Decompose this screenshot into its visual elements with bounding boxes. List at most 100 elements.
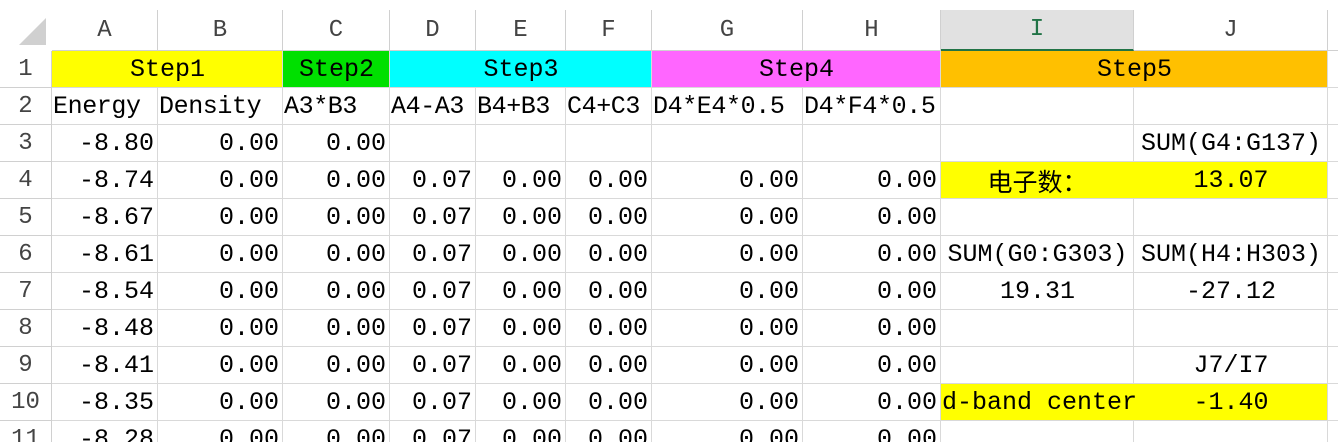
row-header[interactable]: 4: [0, 162, 52, 199]
cell[interactable]: 0.00: [587, 203, 648, 232]
cell[interactable]: 0.00: [325, 166, 386, 195]
cell[interactable]: 0.00: [218, 129, 279, 158]
cell[interactable]: 0.00: [501, 351, 562, 380]
cell[interactable]: 0.00: [325, 277, 386, 306]
cell[interactable]: 0.00: [876, 314, 937, 343]
cell[interactable]: 0.00: [876, 240, 937, 269]
cell[interactable]: 0.00: [325, 240, 386, 269]
cell[interactable]: D4*E4*0.5: [653, 92, 785, 121]
cell[interactable]: Step5: [1096, 55, 1172, 84]
cell[interactable]: 0.00: [218, 388, 279, 417]
row-header[interactable]: 2: [0, 88, 52, 125]
cell[interactable]: Energy: [53, 92, 141, 121]
cell[interactable]: 0.00: [876, 351, 937, 380]
cell[interactable]: 0.00: [876, 277, 937, 306]
cell[interactable]: 0.00: [501, 240, 562, 269]
cell[interactable]: 0.00: [501, 203, 562, 232]
cell[interactable]: 电子数：: [987, 169, 1088, 199]
cell[interactable]: 0.00: [501, 277, 562, 306]
column-header[interactable]: E: [476, 10, 566, 51]
column-header[interactable]: H: [803, 10, 941, 51]
cell[interactable]: 0.00: [501, 314, 562, 343]
cell[interactable]: 0.00: [738, 351, 799, 380]
cell[interactable]: -8.28: [78, 425, 154, 442]
cell[interactable]: 0.07: [411, 351, 472, 380]
cell[interactable]: 0.00: [325, 351, 386, 380]
cell[interactable]: 0.00: [738, 203, 799, 232]
cell[interactable]: 0.00: [738, 425, 799, 442]
cell[interactable]: 0.07: [411, 314, 472, 343]
row-header[interactable]: 11: [0, 421, 52, 442]
cell[interactable]: 0.00: [325, 314, 386, 343]
column-header[interactable]: D: [390, 10, 476, 51]
cell[interactable]: -8.54: [78, 277, 154, 306]
row-header[interactable]: 10: [0, 384, 52, 421]
row-header[interactable]: 9: [0, 347, 52, 384]
cell[interactable]: -27.12: [1185, 277, 1276, 306]
cell[interactable]: 13.07: [1193, 166, 1269, 195]
cell[interactable]: 0.00: [738, 388, 799, 417]
cell[interactable]: -8.35: [78, 388, 154, 417]
cell[interactable]: 19.31: [999, 277, 1075, 306]
cell[interactable]: 0.00: [738, 314, 799, 343]
cell[interactable]: 0.00: [587, 277, 648, 306]
row-header[interactable]: 6: [0, 236, 52, 273]
cell[interactable]: Density: [159, 92, 262, 121]
cell[interactable]: -8.74: [78, 166, 154, 195]
cell[interactable]: 0.00: [738, 166, 799, 195]
cell[interactable]: 0.00: [587, 388, 648, 417]
cell[interactable]: -8.48: [78, 314, 154, 343]
cell[interactable]: 0.00: [587, 240, 648, 269]
cell[interactable]: 0.00: [325, 129, 386, 158]
cell[interactable]: B4+B3: [477, 92, 551, 121]
cell[interactable]: 0.00: [876, 166, 937, 195]
row-header[interactable]: 1: [0, 51, 52, 88]
column-header[interactable]: F: [566, 10, 652, 51]
cell[interactable]: 0.00: [218, 425, 279, 442]
column-header[interactable]: J: [1134, 10, 1328, 51]
cell[interactable]: 0.07: [411, 277, 472, 306]
cell[interactable]: 0.00: [738, 277, 799, 306]
select-all[interactable]: [0, 10, 52, 51]
cell[interactable]: 0.00: [218, 240, 279, 269]
row-header[interactable]: 8: [0, 310, 52, 347]
row-header[interactable]: 5: [0, 199, 52, 236]
cell[interactable]: 0.00: [738, 240, 799, 269]
cell[interactable]: J7/I7: [1193, 351, 1269, 380]
cell[interactable]: 0.00: [587, 314, 648, 343]
cell[interactable]: -8.67: [78, 203, 154, 232]
cell[interactable]: 0.00: [218, 314, 279, 343]
column-header[interactable]: G: [652, 10, 803, 51]
cell[interactable]: A3*B3: [284, 92, 358, 121]
cell[interactable]: 0.00: [325, 425, 386, 442]
cell[interactable]: 0.00: [587, 351, 648, 380]
cell[interactable]: 0.00: [325, 203, 386, 232]
column-header[interactable]: C: [283, 10, 390, 51]
cell[interactable]: -8.61: [78, 240, 154, 269]
cell[interactable]: SUM(G0:G303): [947, 240, 1128, 269]
cell[interactable]: Step3: [483, 55, 559, 84]
cell[interactable]: Step1: [129, 55, 205, 84]
cell[interactable]: 0.07: [411, 388, 472, 417]
cell[interactable]: 0.00: [218, 203, 279, 232]
cell[interactable]: 0.00: [587, 425, 648, 442]
row-header[interactable]: 7: [0, 273, 52, 310]
cell[interactable]: d-band center: [942, 388, 1138, 417]
cell[interactable]: 0.07: [411, 240, 472, 269]
cell[interactable]: 0.00: [218, 166, 279, 195]
cell[interactable]: 0.00: [876, 425, 937, 442]
column-header[interactable]: I: [941, 10, 1134, 51]
cell[interactable]: 0.00: [501, 425, 562, 442]
cell[interactable]: 0.07: [411, 425, 472, 442]
column-header[interactable]: A: [52, 10, 158, 51]
cell[interactable]: 0.00: [218, 351, 279, 380]
cell[interactable]: A4-A3: [391, 92, 465, 121]
column-header[interactable]: B: [158, 10, 283, 51]
cell[interactable]: -1.40: [1193, 388, 1269, 417]
cell[interactable]: SUM(G4:G137): [1140, 129, 1322, 158]
cell[interactable]: 0.07: [411, 203, 472, 232]
cell[interactable]: D4*F4*0.5: [804, 92, 936, 121]
cell[interactable]: 0.00: [587, 166, 648, 195]
row-header[interactable]: 3: [0, 125, 52, 162]
cell[interactable]: -8.41: [78, 351, 154, 380]
